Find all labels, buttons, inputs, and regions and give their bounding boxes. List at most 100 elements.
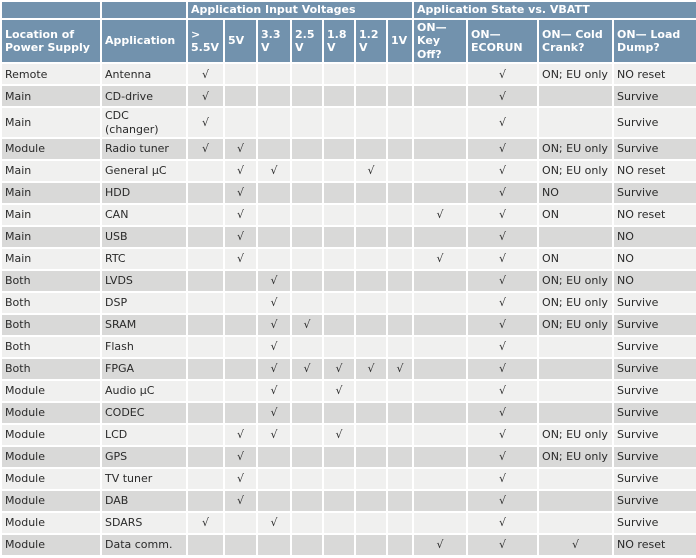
table-row: Both Flash √ √ Survive (0, 335, 696, 360)
voltage-check-cell (385, 489, 415, 514)
key-off-cell (412, 84, 469, 109)
location-cell: Main (0, 106, 102, 140)
application-cell: CD-drive (100, 84, 188, 109)
voltage-check-cell (223, 533, 258, 558)
voltage-check-cell (322, 225, 356, 250)
load-dump-cell: NO reset (612, 62, 696, 87)
voltage-check-cell: √ (223, 445, 258, 470)
load-dump-cell: Survive (612, 511, 696, 536)
key-off-cell (412, 401, 469, 426)
cold-crank-cell: NO (537, 181, 615, 206)
voltage-check-cell (322, 533, 356, 558)
voltage-check-cell (385, 511, 415, 536)
voltage-check-cell (186, 247, 225, 272)
table-row: Module TV tuner √ √ Survive (0, 467, 696, 492)
check-mark-icon: √ (201, 516, 209, 530)
voltage-check-cell (385, 533, 415, 558)
load-dump-cell: Survive (612, 106, 696, 140)
load-dump-cell: NO reset (612, 159, 696, 184)
cold-crank-cell: ON; EU only (537, 62, 615, 87)
cold-crank-cell: ON (537, 247, 615, 272)
load-dump-cell: Survive (612, 137, 696, 162)
check-mark-icon: √ (499, 450, 507, 464)
check-mark-icon: √ (499, 115, 507, 129)
voltage-check-cell (256, 225, 292, 250)
cold-crank-cell: ON; EU only (537, 423, 615, 448)
table-body: Remote Antenna √ √ ON; EU only NO reset Main CD… (0, 62, 696, 558)
ecorun-cell: √ (466, 291, 540, 316)
check-mark-icon: √ (367, 164, 375, 178)
application-cell: USB (100, 225, 188, 250)
col-header-v1: 1V (385, 17, 415, 65)
application-cell: Flash (100, 335, 188, 360)
cold-crank-cell: ON; EU only (537, 137, 615, 162)
voltage-check-cell (354, 313, 388, 338)
voltage-check-cell (322, 335, 356, 360)
check-mark-icon: √ (236, 252, 244, 266)
voltage-check-cell (290, 291, 324, 316)
voltage-check-cell (223, 357, 258, 382)
check-mark-icon: √ (270, 164, 278, 178)
ecorun-cell: √ (466, 357, 540, 382)
cold-crank-cell: ON; EU only (537, 269, 615, 294)
table-row: Module Radio tuner √ √ √ ON; EU only Survive (0, 137, 696, 162)
location-cell: Main (0, 159, 102, 184)
voltage-check-cell (290, 84, 324, 109)
location-cell: Both (0, 335, 102, 360)
voltage-check-cell (354, 335, 388, 360)
load-dump-cell: Survive (612, 291, 696, 316)
voltage-check-cell: √ (354, 357, 388, 382)
voltage-check-cell (290, 423, 324, 448)
voltage-check-cell (186, 225, 225, 250)
location-cell: Both (0, 357, 102, 382)
col-header-location: Location of Power Supply (0, 17, 102, 65)
check-mark-icon: √ (236, 186, 244, 200)
cold-crank-cell: ON; EU only (537, 445, 615, 470)
voltage-check-cell (256, 106, 292, 140)
voltage-check-cell (385, 335, 415, 360)
application-cell: LVDS (100, 269, 188, 294)
load-dump-cell: Survive (612, 357, 696, 382)
voltage-check-cell: √ (385, 357, 415, 382)
voltage-check-cell (354, 533, 388, 558)
check-mark-icon: √ (436, 252, 444, 266)
load-dump-cell: NO reset (612, 533, 696, 558)
col-header-key-off: ON— Key Off? (412, 17, 469, 65)
voltage-check-cell: √ (223, 247, 258, 272)
voltage-check-cell (223, 379, 258, 404)
voltage-check-cell (256, 467, 292, 492)
cold-crank-cell (537, 106, 615, 140)
location-cell: Both (0, 291, 102, 316)
check-mark-icon: √ (270, 384, 278, 398)
voltage-check-cell (256, 533, 292, 558)
voltage-check-cell (322, 269, 356, 294)
application-cell: DSP (100, 291, 188, 316)
application-cell: RTC (100, 247, 188, 272)
voltage-check-cell (322, 137, 356, 162)
voltage-check-cell (322, 313, 356, 338)
check-mark-icon: √ (303, 362, 311, 376)
voltage-check-cell: √ (223, 225, 258, 250)
check-mark-icon: √ (201, 89, 209, 103)
check-mark-icon: √ (499, 428, 507, 442)
voltage-check-cell: √ (223, 159, 258, 184)
voltage-check-cell (354, 137, 388, 162)
voltage-check-cell (186, 445, 225, 470)
voltage-check-cell (354, 225, 388, 250)
table-row: Main HDD √ √ NO Survive (0, 181, 696, 206)
key-off-cell (412, 379, 469, 404)
voltage-check-cell (354, 62, 388, 87)
check-mark-icon: √ (201, 115, 209, 129)
check-mark-icon: √ (270, 516, 278, 530)
voltage-check-cell (354, 269, 388, 294)
application-cell: LCD (100, 423, 188, 448)
check-mark-icon: √ (499, 340, 507, 354)
key-off-cell (412, 291, 469, 316)
voltage-check-cell (186, 181, 225, 206)
col-header-cold-crank: ON— Cold Crank? (537, 17, 615, 65)
col-header-load-dump: ON— Load Dump? (612, 17, 696, 65)
key-off-cell (412, 335, 469, 360)
check-mark-icon: √ (270, 340, 278, 354)
voltage-check-cell (385, 445, 415, 470)
check-mark-icon: √ (499, 230, 507, 244)
